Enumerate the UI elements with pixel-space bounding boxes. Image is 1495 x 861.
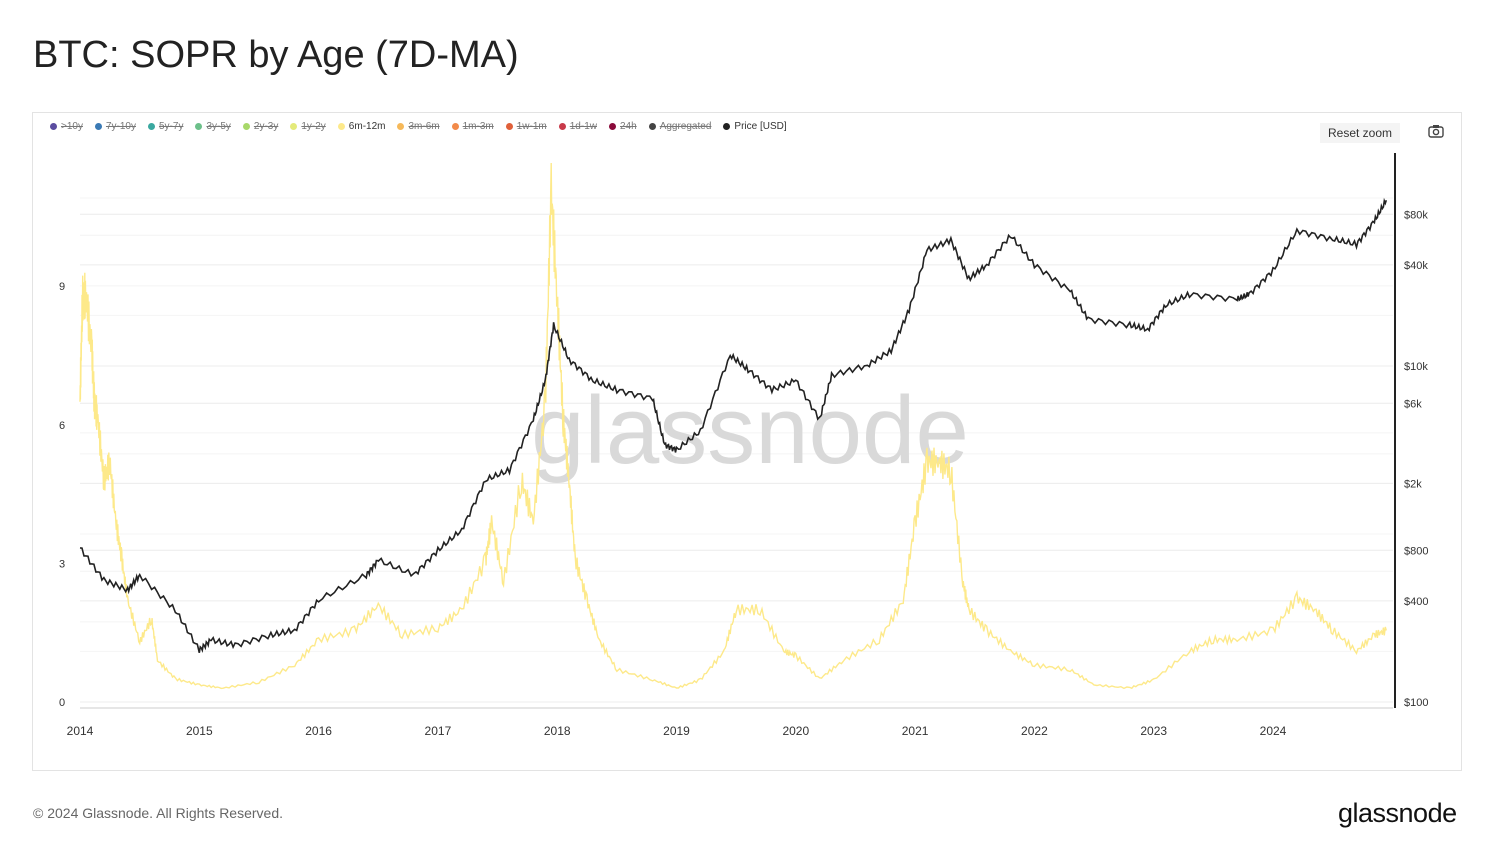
legend-label: 3y-5y — [206, 121, 231, 132]
legend-label: 1w-1m — [516, 121, 547, 132]
legend-item[interactable]: Aggregated — [648, 121, 712, 132]
y-right-tick-label: $100 — [1404, 697, 1428, 709]
series-line-price-usd- — [79, 197, 1388, 653]
legend-marker — [94, 123, 102, 130]
y-left-tick-label: 0 — [59, 697, 65, 709]
y-right-tick-label: $400 — [1404, 596, 1428, 608]
legend-label: 1y-2y — [301, 121, 326, 132]
legend-item[interactable]: 24h — [609, 121, 637, 132]
x-tick-label: 2015 — [186, 724, 213, 738]
legend-item[interactable]: 5y-7y — [147, 121, 184, 132]
legend-label: 5y-7y — [158, 121, 184, 132]
x-tick-label: 2017 — [425, 724, 452, 738]
legend-marker — [723, 123, 731, 130]
legend-marker — [290, 123, 298, 130]
copyright: © 2024 Glassnode. All Rights Reserved. — [33, 805, 284, 821]
x-tick-label: 2014 — [67, 724, 94, 738]
legend-label: 3m-6m — [408, 121, 440, 132]
legend-item[interactable]: 1w-1m — [505, 121, 547, 132]
legend-label: Aggregated — [659, 121, 712, 132]
legend-marker — [337, 123, 345, 130]
y-right-tick-label: $800 — [1404, 545, 1428, 557]
legend-item[interactable]: 6m-12m — [337, 121, 386, 132]
brand-logo: glassnode — [1338, 798, 1457, 828]
x-tick-label: 2019 — [663, 724, 690, 738]
x-tick-label: 2022 — [1021, 724, 1048, 738]
legend-label: 6m-12m — [348, 121, 386, 132]
legend: >10y 7y-10y 5y-7y 3y-5y 2y-3y 1y-2y 6m-12m 3m-6… — [50, 121, 799, 132]
legend-item[interactable]: Price [USD] — [723, 121, 787, 132]
legend-label: Price [USD] — [734, 121, 787, 132]
y-left-tick-label: 6 — [59, 420, 65, 432]
legend-item[interactable]: 1d-1w — [558, 121, 597, 132]
x-tick-label: 2016 — [305, 724, 332, 738]
legend-label: 7y-10y — [105, 121, 136, 132]
legend-item[interactable]: 2y-3y — [242, 121, 279, 132]
legend-label: 24h — [620, 121, 637, 132]
x-tick-label: 2018 — [544, 724, 571, 738]
legend-marker — [50, 123, 57, 130]
legend-item[interactable]: 1y-2y — [290, 121, 326, 132]
y-left-tick-label: 3 — [59, 558, 65, 570]
y-right-tick-label: $10k — [1404, 361, 1428, 373]
legend-label: 1d-1w — [569, 121, 597, 132]
series-line-6m-12m — [79, 162, 1387, 690]
legend-marker — [397, 123, 405, 130]
legend-item[interactable]: >10y — [50, 121, 83, 132]
legend-marker — [505, 123, 513, 130]
chart-frame — [32, 112, 1462, 771]
legend-item[interactable]: 1m-3m — [451, 121, 494, 132]
y-right-tick-label: $2k — [1404, 478, 1422, 490]
y-left-tick-label: 9 — [59, 281, 65, 293]
legend-marker — [195, 123, 203, 130]
reset-zoom-button[interactable]: Reset zoom — [1320, 123, 1401, 143]
legend-marker — [242, 123, 250, 130]
watermark: glassnode — [531, 377, 969, 484]
x-tick-label: 2024 — [1260, 724, 1287, 738]
legend-item[interactable]: 7y-10y — [94, 121, 136, 132]
legend-marker — [609, 123, 616, 130]
legend-item[interactable]: 3y-5y — [195, 121, 231, 132]
legend-marker — [558, 123, 566, 130]
legend-label: >10y — [61, 121, 83, 132]
y-right-tick-label: $80k — [1404, 209, 1428, 221]
x-tick-label: 2020 — [782, 724, 809, 738]
camera-icon[interactable] — [1428, 124, 1444, 138]
legend-marker — [451, 123, 459, 130]
legend-item[interactable]: 3m-6m — [397, 121, 440, 132]
chart-title: BTC: SOPR by Age (7D-MA) — [33, 34, 519, 76]
y-right-tick-label: $40k — [1404, 260, 1428, 272]
legend-marker — [147, 123, 155, 130]
x-tick-label: 2021 — [902, 724, 929, 738]
y-right-tick-label: $6k — [1404, 398, 1422, 410]
x-tick-label: 2023 — [1140, 724, 1167, 738]
legend-marker — [648, 123, 656, 130]
legend-label: 1m-3m — [462, 121, 494, 132]
legend-label: 2y-3y — [253, 121, 279, 132]
